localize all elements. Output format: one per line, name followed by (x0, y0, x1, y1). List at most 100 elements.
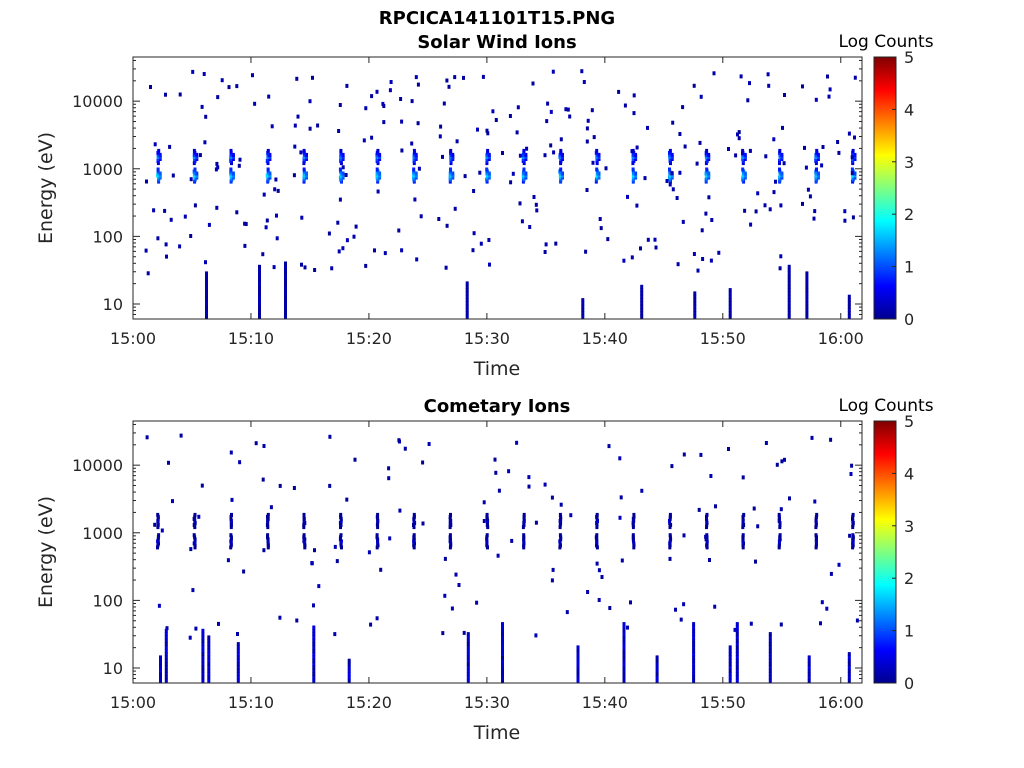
spectrogram-cell (258, 301, 261, 306)
solar-wind-xlabel: Time (473, 358, 521, 380)
spectrogram-cell (705, 519, 709, 523)
spectrogram-cell (735, 672, 739, 677)
spectrogram-cell (594, 535, 598, 540)
spectrogram-cell (159, 668, 162, 673)
spectrogram-cell (312, 675, 316, 680)
spectrogram-cell (741, 155, 745, 159)
spectrogram-cell (242, 569, 246, 574)
spectrogram-cell (412, 155, 416, 159)
spectrogram-cell (735, 662, 739, 667)
spectrogram-cell (566, 107, 570, 112)
spectrogram-cell (707, 155, 711, 159)
spectrogram-cell (622, 668, 626, 673)
spectrogram-cell (201, 662, 205, 667)
spectrogram-cell (501, 645, 504, 650)
spectrogram-cell (682, 602, 686, 607)
spectrogram-cell (471, 248, 475, 253)
spectrogram-cell (312, 668, 316, 673)
spectrogram-cell (443, 556, 447, 561)
colorbar-tick-label: 4 (904, 100, 914, 119)
spectrogram-cell (403, 446, 407, 451)
spectrogram-cell (801, 84, 804, 89)
spectrogram-cell (584, 249, 588, 254)
spectrogram-cell (559, 161, 563, 166)
spectrogram-cell (295, 618, 299, 623)
spectrogram-cell (801, 201, 804, 206)
spectrogram-cell (692, 672, 696, 677)
spectrogram-cell (820, 163, 824, 168)
spectrogram-cell (617, 89, 621, 94)
spectrogram-cell (344, 173, 348, 177)
spectrogram-cell (783, 93, 786, 97)
spectrogram-cell (640, 301, 644, 306)
spectrogram-cell (728, 311, 732, 316)
spectrogram-cell (163, 208, 167, 213)
spectrogram-cell (453, 75, 457, 80)
spectrogram-cell (728, 678, 732, 683)
colorbar-tick-label: 3 (904, 517, 914, 536)
spectrogram-cell (292, 486, 296, 490)
spectrogram-cell (581, 314, 585, 319)
spectrogram-cell (448, 533, 452, 538)
spectrogram-cell (203, 140, 207, 145)
spectrogram-cell (805, 281, 809, 286)
spectrogram-cell (313, 548, 316, 553)
spectrogram-cell (312, 662, 316, 667)
spectrogram-cell (485, 155, 489, 159)
spectrogram-cell (341, 246, 345, 251)
spectrogram-cell (376, 512, 380, 517)
spectrogram-cell (741, 533, 745, 538)
spectrogram-cell (520, 219, 524, 224)
spectrogram-cell (300, 262, 303, 267)
spectrogram-cell (364, 263, 368, 268)
spectrogram-cell (768, 668, 772, 673)
spectrogram-cell (215, 205, 219, 210)
spectrogram-cell (741, 525, 745, 530)
spectrogram-cell (634, 152, 638, 157)
spectrogram-cell (692, 668, 696, 673)
spectrogram-cell (236, 678, 240, 683)
spectrogram-cell (485, 533, 489, 538)
spectrogram-cell (449, 541, 453, 546)
spectrogram-cell (576, 672, 580, 677)
spectrogram-cell (741, 475, 745, 480)
spectrogram-cell (768, 658, 772, 663)
spectrogram-cell (768, 655, 772, 660)
spectrogram-cell (768, 632, 772, 637)
spectrogram-cell (412, 161, 416, 166)
spectrogram-cell (258, 281, 261, 286)
spectrogram-cell (201, 665, 205, 670)
spectrogram-cell (851, 535, 855, 540)
spectrogram-cell (728, 665, 732, 670)
spectrogram-cell (183, 214, 187, 219)
spectrogram-cell (439, 124, 443, 129)
spectrogram-cell (728, 648, 732, 653)
spectrogram-cell (466, 662, 470, 667)
spectrogram-cell (207, 672, 211, 677)
spectrogram-cell (236, 645, 240, 650)
spectrogram-cell (195, 152, 199, 157)
spectrogram-cell (278, 483, 282, 488)
spectrogram-cell (375, 167, 379, 172)
spectrogram-cell (336, 220, 340, 225)
spectrogram-cell (780, 171, 784, 176)
spectrogram-cell (565, 610, 569, 615)
spectrogram-cell (284, 314, 287, 319)
spectrogram-cell (413, 541, 416, 546)
spectrogram-cell (827, 94, 831, 99)
spectrogram-cell (708, 558, 711, 562)
spectrogram-cell (276, 188, 280, 193)
spectrogram-cell (465, 288, 469, 293)
spectrogram-cell (303, 541, 307, 546)
spectrogram-cell (159, 678, 162, 683)
cometary-colorbar-ticks: 0 1 2 3 4 5 (892, 412, 914, 693)
spectrogram-cell (814, 541, 818, 546)
spectrogram-cell (705, 167, 709, 172)
spectrogram-cell (501, 655, 504, 660)
spectrogram-cell (445, 78, 449, 83)
spectrogram-cell (813, 499, 817, 504)
spectrogram-cell (668, 519, 671, 523)
spectrogram-cell (262, 192, 266, 197)
spectrogram-cell (522, 167, 526, 172)
